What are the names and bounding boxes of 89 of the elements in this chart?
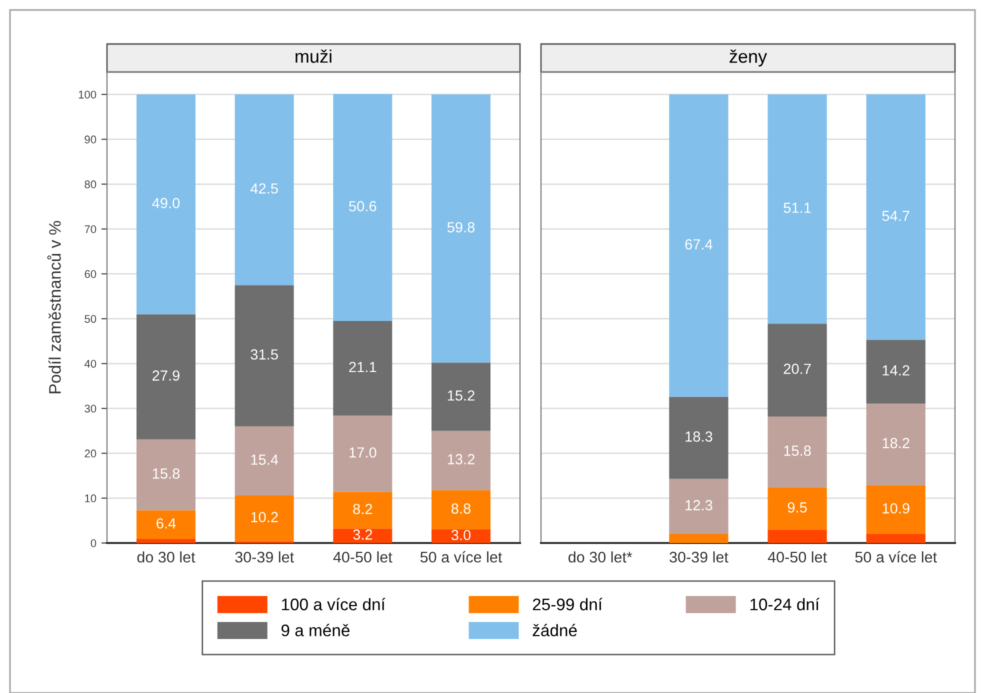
data-label: 27.9 [152,370,180,381]
bar [136,314,196,440]
data-label: 20.7 [784,364,811,374]
y-tick-label: 90 [84,136,96,144]
bar [136,439,196,510]
bar [234,495,294,542]
bar [136,538,196,543]
bar [333,320,392,416]
data-label: 31.5 [250,349,278,360]
legend-label: 9 a méně [282,624,350,636]
bar [333,528,392,543]
data-label: 18.2 [882,438,910,448]
x-tick-label: 30-39 let [235,551,294,563]
legend-label: 25-99 dní [532,598,602,610]
data-label: 49.0 [152,198,180,208]
bar [866,403,926,486]
bar [669,94,728,397]
data-label: 3.0 [451,530,471,540]
data-label: 67.4 [685,239,712,250]
data-label: 18.3 [686,431,712,442]
y-tick-label: 10 [85,494,96,502]
y-tick-label: 70 [84,225,96,234]
data-label: 15.2 [448,390,474,401]
data-label: 8.2 [353,504,372,514]
data-label: 51.1 [784,202,811,213]
data-label: 15.4 [251,454,278,465]
y-tick-label: 40 [84,360,96,368]
data-label: 10.2 [251,512,278,522]
data-label: 17.0 [350,447,376,458]
legend-label: 100 a více dní [282,598,386,610]
bar [333,416,392,492]
legend-label: 10-24 dní [750,598,820,610]
data-label: 15.8 [152,468,180,479]
data-label: 42.5 [250,183,278,194]
bar [432,430,490,490]
bar [432,530,490,543]
x-tick-label: 40-50 let [768,551,827,563]
data-label: 14.2 [882,365,910,376]
y-tick-label: 50 [84,314,96,323]
data-label: 54.7 [882,210,910,222]
data-label: 6.4 [156,518,176,529]
data-label: 59.8 [447,222,475,232]
bar [768,416,827,488]
bar [333,492,392,529]
bar [234,94,294,286]
x-tick-label: 30-39 let [670,551,728,563]
data-label: 13.2 [448,454,474,464]
data-label: 10.9 [882,503,910,514]
bar [768,324,827,417]
bar [768,487,827,530]
bar [768,530,827,543]
x-tick-label: 50 a více let [420,551,502,563]
bar [866,534,926,543]
bar [432,94,490,363]
x-tick-label: 50 a více let [855,551,937,563]
y-tick-label: 60 [84,270,96,278]
bar [866,340,926,404]
chart-title: ženy [730,50,768,66]
bar [234,426,294,496]
y-axis-title: Podíl zaměstnanců v % [47,221,61,394]
bar [866,485,926,534]
chart-title: muži [296,50,332,63]
data-label: 21.1 [349,362,376,372]
data-label: 3.2 [353,529,372,540]
bar [136,510,196,539]
bar [432,490,490,530]
y-tick-label: 80 [84,180,96,188]
bar [866,94,926,340]
x-tick-label: do 30 let [137,551,196,563]
x-tick-label: 40-50 let [333,551,392,563]
data-label: 9.5 [788,502,807,513]
y-tick-label: 20 [84,450,96,458]
y-tick-label: 30 [84,404,96,413]
data-label: 8.8 [452,503,471,514]
bar [333,94,392,321]
legend-label: žádné [532,624,577,636]
bar [669,396,728,479]
bar [234,285,294,426]
x-tick-label: do 30 let* [568,551,632,563]
bar [136,94,196,314]
data-label: 50.6 [349,201,376,212]
bar [432,362,490,431]
y-tick-label: 0 [90,539,96,548]
data-label: 15.8 [784,446,811,456]
bar [669,478,728,534]
data-label: 12.3 [686,500,712,510]
y-tick-label: 100 [78,90,96,99]
bar [768,94,827,324]
bar [669,534,728,543]
